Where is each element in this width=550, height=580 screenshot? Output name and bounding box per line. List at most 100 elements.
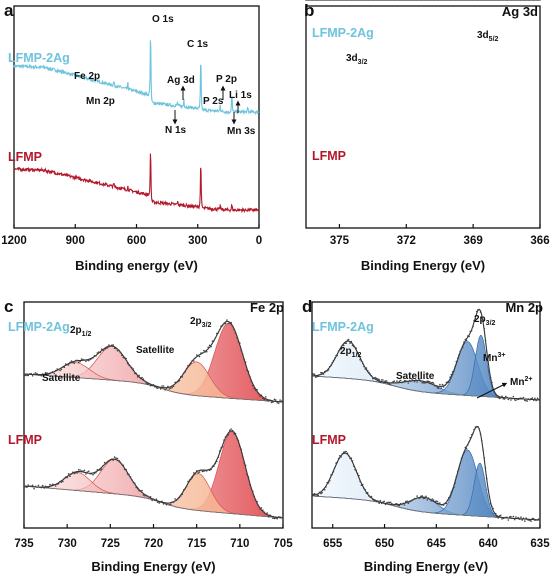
raw-point <box>519 0 522 1</box>
raw-point <box>257 505 260 507</box>
raw-point <box>370 0 372 1</box>
raw-point <box>385 380 388 382</box>
component-peak-d-1-1 <box>311 495 541 521</box>
raw-point <box>449 376 451 379</box>
raw-point <box>487 0 489 1</box>
raw-point <box>539 0 541 1</box>
raw-point <box>450 491 453 493</box>
raw-point <box>330 474 332 476</box>
raw-point <box>434 385 436 387</box>
raw-point <box>79 469 81 471</box>
raw-point <box>417 0 419 1</box>
raw-point <box>337 0 340 1</box>
raw-point <box>95 355 97 357</box>
ann-c-2p32: 2p3/2 <box>190 316 212 329</box>
raw-point <box>361 362 364 365</box>
raw-point <box>259 508 261 510</box>
raw-point <box>458 468 460 470</box>
raw-point <box>211 340 214 342</box>
ann-c-satellite-left: Satellite <box>42 373 81 384</box>
raw-point <box>170 387 172 389</box>
raw-point <box>412 379 415 382</box>
raw-point <box>378 502 380 505</box>
raw-point <box>360 484 363 487</box>
raw-point <box>471 0 474 1</box>
raw-point <box>513 518 516 521</box>
raw-point <box>335 354 337 357</box>
raw-point <box>376 0 379 1</box>
raw-point <box>282 401 284 404</box>
raw-point <box>469 330 472 333</box>
raw-point <box>249 484 251 486</box>
raw-point <box>496 0 498 1</box>
raw-point <box>279 516 281 518</box>
raw-point <box>50 484 53 487</box>
raw-point <box>241 456 244 458</box>
raw-point <box>138 490 140 492</box>
raw-point <box>427 0 429 1</box>
raw-point <box>151 499 153 502</box>
raw-point <box>103 348 106 350</box>
raw-point <box>142 494 145 496</box>
raw-point <box>445 502 448 505</box>
raw-point <box>82 358 84 361</box>
raw-point <box>326 369 329 372</box>
raw-point <box>493 512 496 515</box>
raw-point <box>96 469 99 471</box>
raw-point <box>162 503 165 505</box>
raw-point <box>30 372 32 375</box>
raw-point <box>530 0 532 1</box>
series-label-d-lfmp2ag: LFMP-2Ag <box>312 320 374 334</box>
raw-point <box>428 0 431 1</box>
raw-point <box>224 436 227 438</box>
x-tick-label-c: 710 <box>230 538 249 550</box>
raw-point <box>401 381 403 384</box>
raw-point <box>534 0 536 1</box>
raw-point <box>24 485 27 488</box>
raw-point <box>270 515 273 518</box>
panel-label-a: a <box>4 1 14 20</box>
raw-point <box>396 380 398 382</box>
raw-point <box>167 502 169 505</box>
raw-point <box>332 359 335 362</box>
raw-point <box>80 358 83 360</box>
raw-point <box>384 380 387 382</box>
raw-point <box>398 0 401 1</box>
raw-point <box>439 383 441 386</box>
raw-point <box>203 349 205 352</box>
raw-point <box>162 385 165 387</box>
raw-point <box>195 354 198 356</box>
raw-point <box>418 497 421 499</box>
ann-d-mn2-pre: Mn <box>510 377 524 388</box>
raw-point <box>229 322 231 324</box>
raw-point <box>470 0 472 1</box>
raw-point <box>349 342 351 344</box>
raw-point <box>419 0 422 1</box>
raw-point <box>88 470 90 473</box>
raw-point <box>494 393 497 395</box>
raw-point <box>392 0 394 1</box>
raw-point <box>40 374 43 377</box>
raw-point <box>451 488 454 491</box>
raw-point <box>402 0 405 1</box>
raw-point <box>158 502 161 504</box>
raw-point <box>159 388 162 390</box>
raw-point <box>539 518 541 520</box>
raw-point <box>436 387 439 389</box>
raw-point <box>472 432 474 435</box>
raw-point <box>399 379 402 382</box>
raw-point <box>246 369 248 372</box>
raw-point <box>387 0 389 1</box>
raw-point <box>372 377 374 380</box>
plot-frame-d <box>311 301 541 529</box>
raw-point <box>524 0 527 1</box>
raw-points-c-1 <box>23 428 284 520</box>
raw-point <box>311 495 313 498</box>
raw-point <box>361 483 364 486</box>
raw-point <box>475 0 478 1</box>
x-tick-label-b: 375 <box>330 235 350 247</box>
raw-point <box>75 471 77 474</box>
raw-point <box>240 448 243 451</box>
raw-point <box>64 363 67 365</box>
raw-point <box>182 489 185 491</box>
